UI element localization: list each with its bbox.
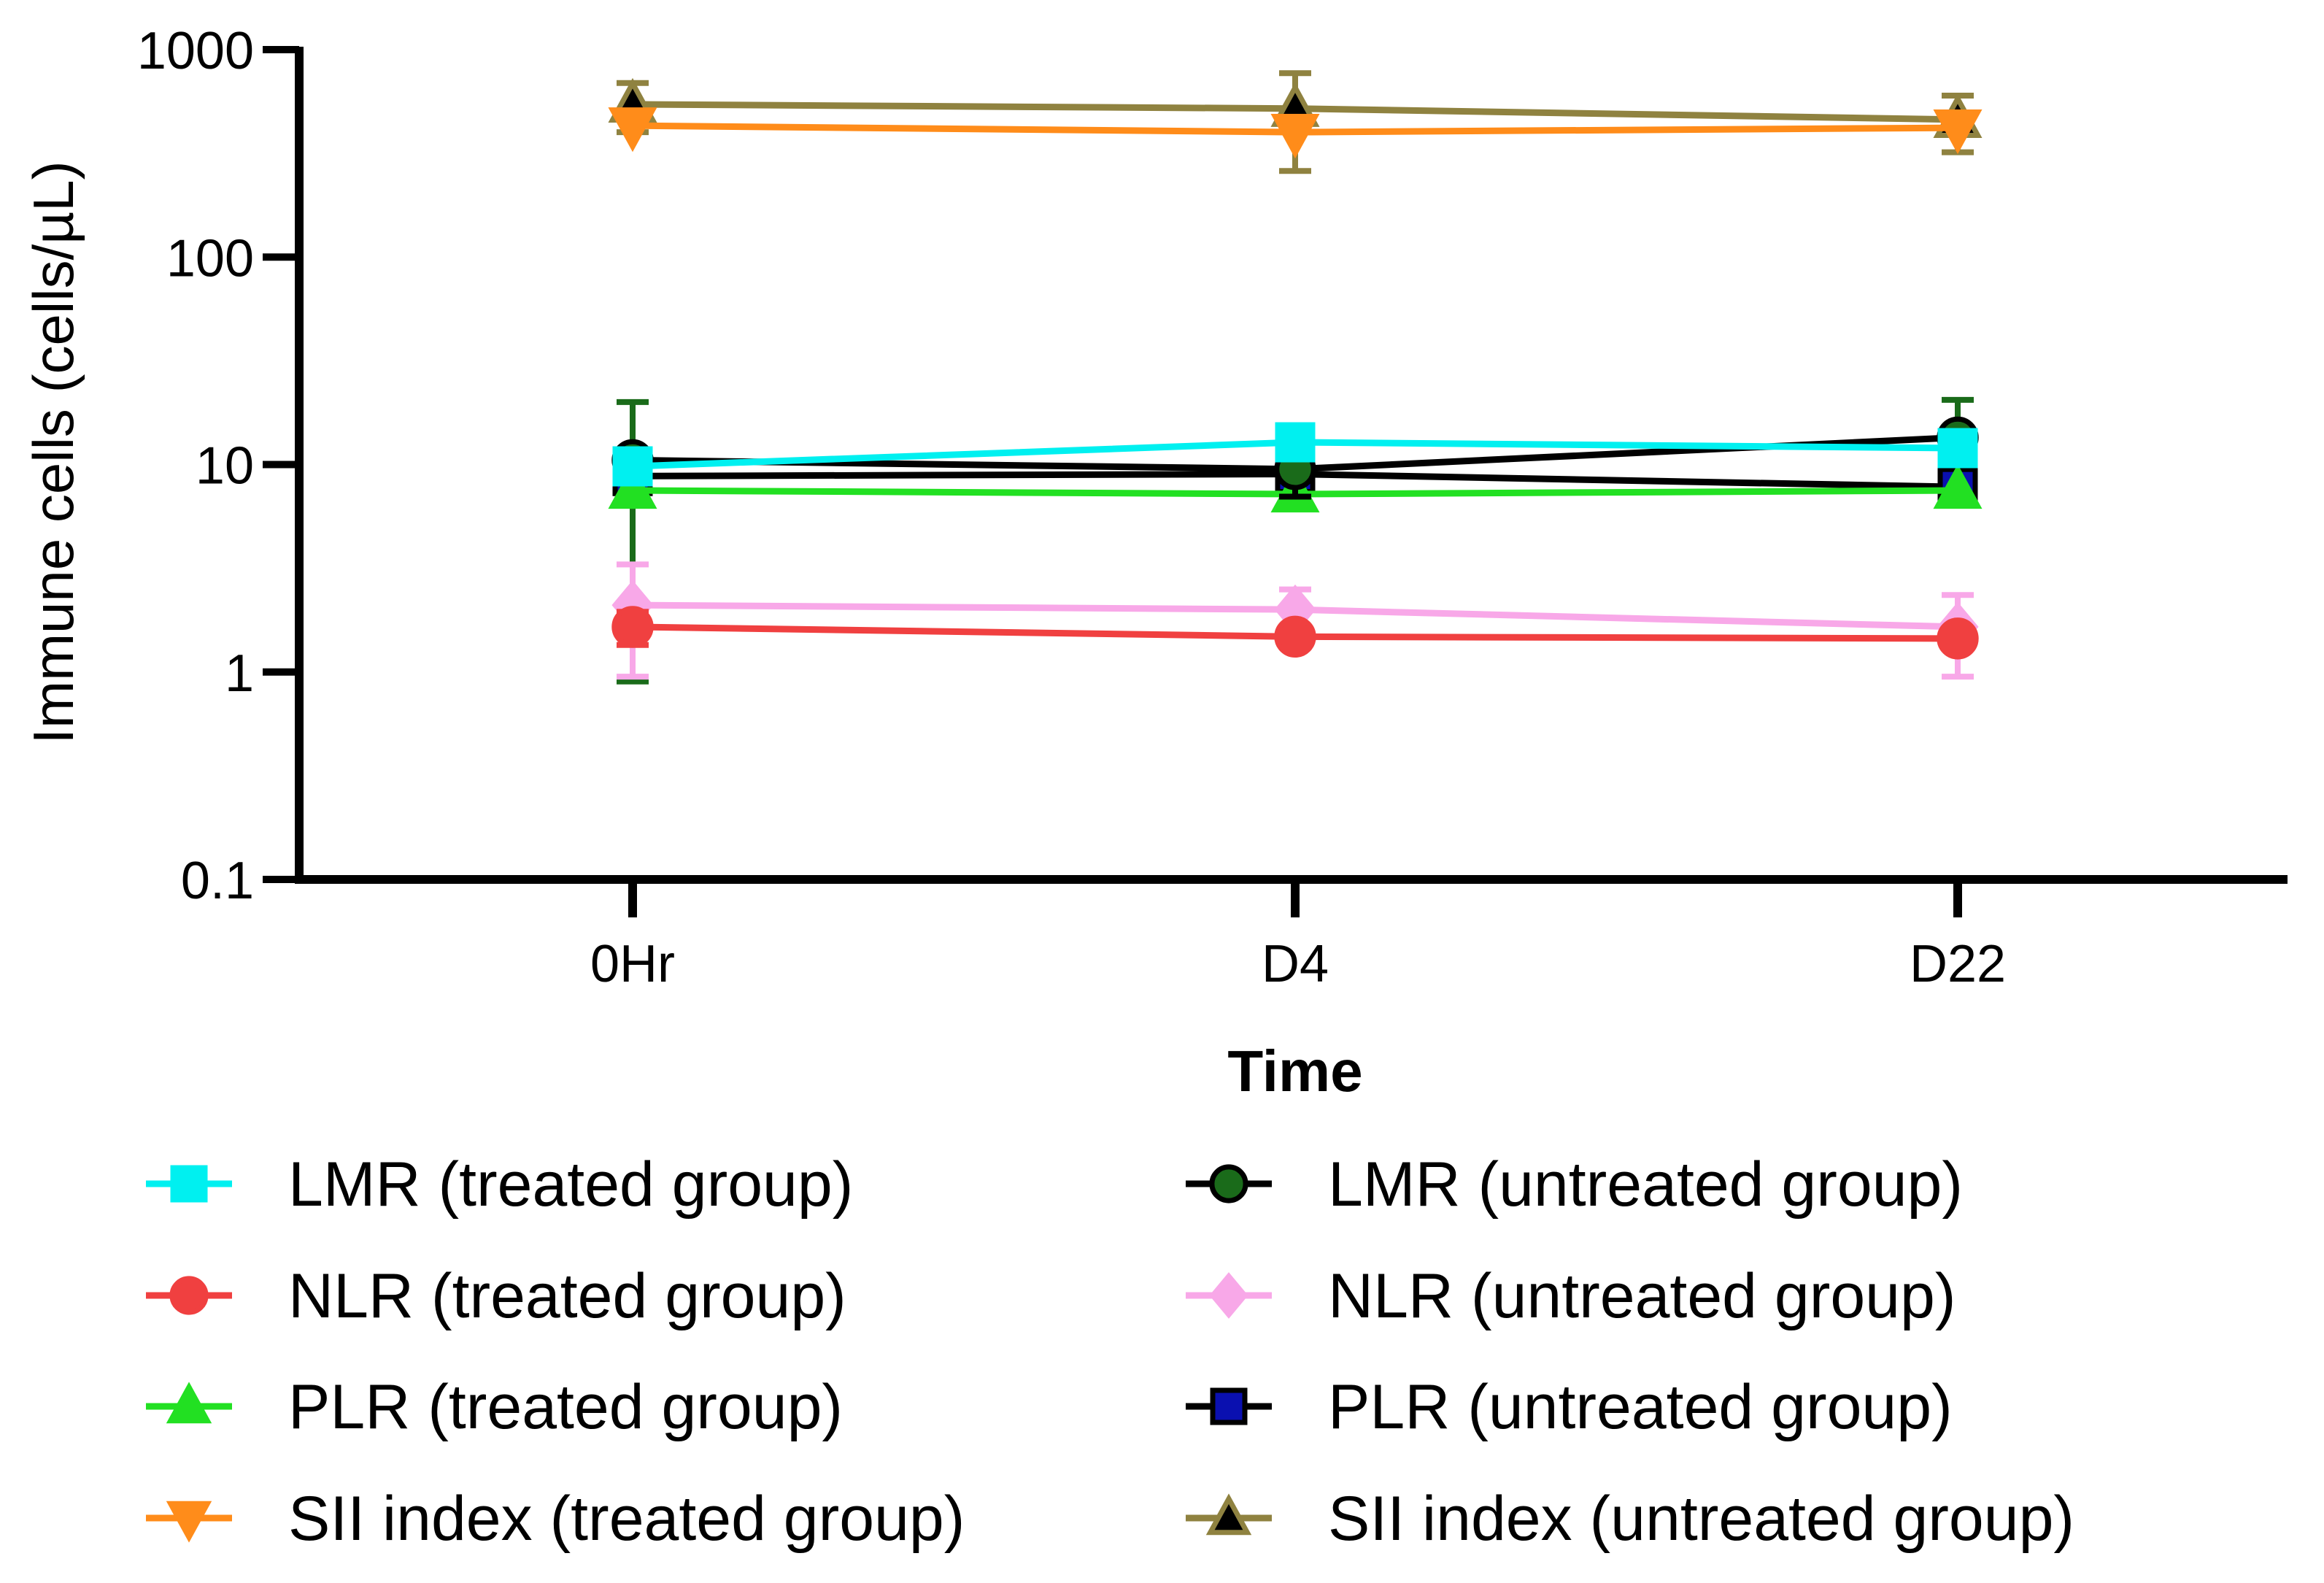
legend-item: SII index (untreated group) — [1186, 1484, 2074, 1554]
legend-marker — [166, 1382, 212, 1424]
legend-item: NLR (treated group) — [146, 1261, 846, 1331]
legend-marker — [1205, 1493, 1252, 1536]
data-point — [608, 107, 657, 153]
data-point — [611, 606, 654, 648]
legend-label: LMR (untreated group) — [1328, 1149, 1963, 1220]
series-0 — [612, 422, 1978, 487]
series-2 — [611, 606, 1979, 660]
y-tick-label: 100 — [166, 229, 254, 288]
legend-marker — [169, 1276, 209, 1315]
y-tick-label: 1000 — [137, 22, 254, 80]
data-point — [1933, 109, 1983, 155]
legend-marker — [1209, 1272, 1248, 1319]
y-tick-label: 0.1 — [181, 852, 254, 910]
data-point — [1937, 617, 1979, 660]
legend-layer: LMR (treated group) LMR (untreated group)… — [146, 1149, 2074, 1554]
legend-item: SII index (treated group) — [146, 1484, 965, 1554]
data-point — [1274, 615, 1316, 658]
legend-item: LMR (treated group) — [146, 1149, 853, 1220]
data-point — [1937, 428, 1978, 469]
y-axis-title: Immune cells (cells/µL) — [21, 161, 85, 744]
data-point — [608, 463, 657, 509]
legend-item: PLR (treated group) — [146, 1372, 843, 1442]
legend-item: NLR (untreated group) — [1186, 1261, 1956, 1331]
legend-marker — [1209, 1164, 1248, 1203]
legend-label: PLR (untreated group) — [1328, 1372, 1953, 1442]
axes-layer: 0.1 1 10 100 1000 0Hr D4 D22 — [137, 22, 2288, 993]
data-point — [612, 446, 653, 487]
x-axis-title: Time — [1227, 1039, 1362, 1104]
legend-label: SII index (untreated group) — [1328, 1484, 2074, 1554]
y-tick-label: 10 — [196, 437, 254, 496]
series-layer — [608, 70, 1983, 685]
legend-label: NLR (treated group) — [288, 1261, 846, 1331]
legend-marker — [1210, 1387, 1248, 1425]
x-tick-label: D22 — [1910, 935, 2006, 993]
legend-label: NLR (untreated group) — [1328, 1261, 1956, 1331]
legend-marker — [166, 1501, 212, 1543]
data-point — [1270, 114, 1320, 159]
y-tick-label: 1 — [225, 644, 254, 703]
legend-marker — [170, 1165, 208, 1203]
legend-item: PLR (untreated group) — [1186, 1372, 1953, 1442]
data-point — [1275, 422, 1316, 463]
series-6 — [608, 107, 1983, 159]
legend-label: PLR (treated group) — [288, 1372, 843, 1442]
legend-label: LMR (treated group) — [288, 1149, 853, 1220]
legend-label: SII index (treated group) — [288, 1484, 965, 1554]
legend-item: LMR (untreated group) — [1186, 1149, 1963, 1220]
x-tick-label: D4 — [1262, 935, 1329, 993]
data-point — [1933, 463, 1983, 509]
x-tick-label: 0Hr — [590, 935, 675, 993]
